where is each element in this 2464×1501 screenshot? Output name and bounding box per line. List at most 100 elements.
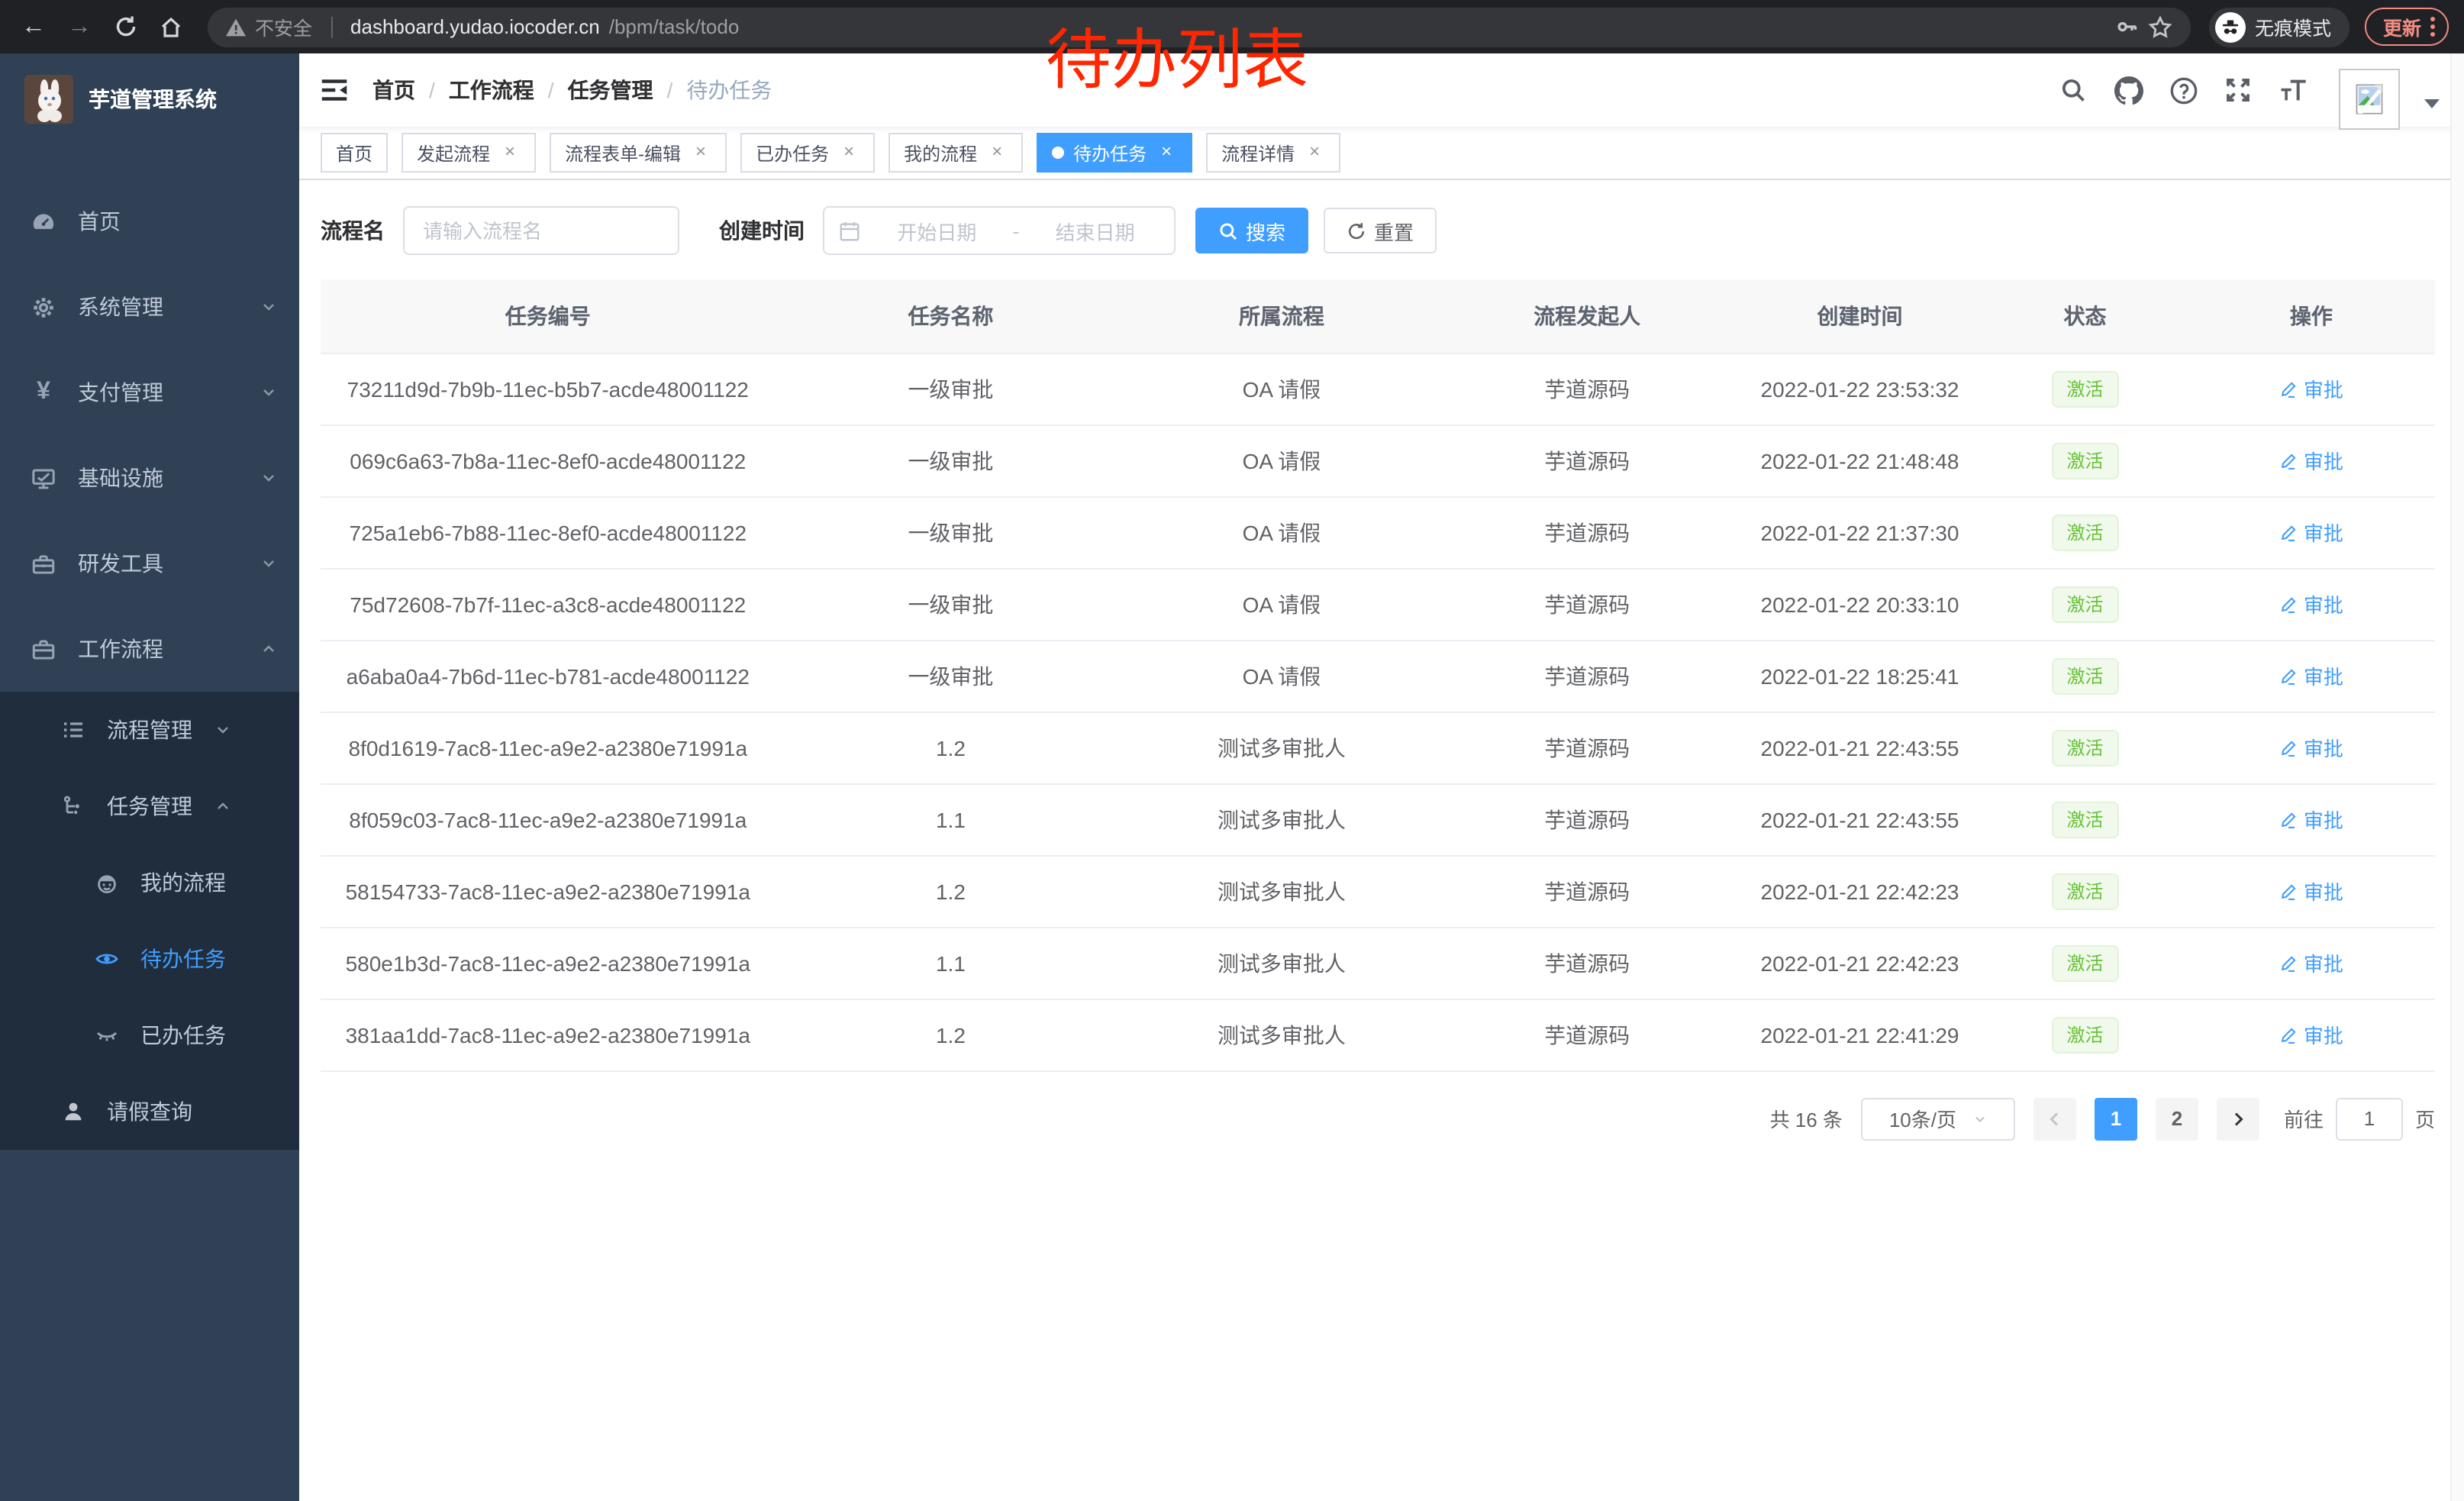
- page-scrollbar[interactable]: [2450, 53, 2464, 1501]
- sidebar-collapse-button[interactable]: [318, 73, 351, 107]
- task-name-cell: 1.2: [775, 999, 1127, 1071]
- task-id-cell: a6aba0a4-7b6d-11ec-b781-acde48001122: [321, 640, 776, 712]
- tab-process-detail[interactable]: 流程详情 ×: [1206, 133, 1341, 173]
- sidebar-item-workflow[interactable]: 工作流程: [0, 606, 299, 692]
- help-icon[interactable]: [2168, 75, 2198, 105]
- sidebar-item-todo-tasks[interactable]: 待办任务: [0, 921, 299, 997]
- sidebar-item-label: 待办任务: [140, 947, 226, 971]
- tab-my-process[interactable]: 我的流程 ×: [889, 133, 1024, 173]
- breadcrumb-home[interactable]: 首页: [373, 78, 415, 102]
- close-icon[interactable]: ×: [1309, 140, 1321, 162]
- task-name-cell: 一级审批: [775, 353, 1127, 425]
- tab-done-tasks[interactable]: 已办任务 ×: [740, 133, 876, 173]
- approve-link[interactable]: 审批: [2279, 589, 2343, 618]
- breadcrumb-workflow[interactable]: 工作流程: [448, 78, 534, 102]
- close-icon[interactable]: ×: [505, 140, 516, 162]
- page-1-button[interactable]: 1: [2094, 1097, 2137, 1140]
- task-name-cell: 1.1: [775, 927, 1127, 999]
- approve-link[interactable]: 审批: [2279, 1020, 2343, 1049]
- sidebar-item-devtools[interactable]: 研发工具: [0, 521, 299, 606]
- process-cell: 测试多审批人: [1126, 712, 1437, 784]
- fullscreen-icon[interactable]: [2223, 75, 2253, 105]
- url-bar[interactable]: 不安全 dashboard.yudao.iocoder.cn/bpm/task/…: [208, 7, 2191, 47]
- url-host: dashboard.yudao.iocoder.cn: [350, 15, 600, 38]
- close-icon[interactable]: ×: [695, 140, 707, 162]
- monitor-icon: [31, 465, 56, 491]
- dashboard-icon: [31, 208, 56, 234]
- bookmark-star-icon[interactable]: [2148, 15, 2172, 39]
- page-2-button[interactable]: 2: [2155, 1097, 2198, 1140]
- tab-process-form-edit[interactable]: 流程表单-编辑 ×: [550, 133, 727, 173]
- process-name-input[interactable]: [403, 206, 679, 255]
- close-icon[interactable]: ×: [1161, 140, 1172, 162]
- approve-link[interactable]: 审批: [2279, 733, 2343, 762]
- password-key-icon[interactable]: [2116, 15, 2139, 38]
- sidebar-item-my-process[interactable]: 我的流程: [0, 844, 299, 921]
- sidebar-item-done-tasks[interactable]: 已办任务: [0, 997, 299, 1073]
- actions-cell: 审批: [2187, 712, 2435, 784]
- approve-link[interactable]: 审批: [2279, 805, 2343, 834]
- task-id-cell: 069c6a63-7b8a-11ec-8ef0-acde48001122: [321, 424, 776, 497]
- sidebar-item-leave-query[interactable]: 请假查询: [0, 1073, 299, 1150]
- github-icon[interactable]: [2113, 75, 2143, 105]
- sidebar-item-label: 基础设施: [78, 466, 163, 490]
- next-page-button[interactable]: [2216, 1097, 2259, 1140]
- goto-page-input[interactable]: [2335, 1097, 2403, 1140]
- sidebar-item-task-management[interactable]: 任务管理: [0, 768, 299, 844]
- sidebar-item-home[interactable]: 首页: [0, 179, 299, 264]
- sidebar-item-payment[interactable]: ¥ 支付管理: [0, 350, 299, 435]
- security-label[interactable]: 不安全: [255, 18, 313, 40]
- task-name-cell: 1.2: [775, 855, 1127, 928]
- reload-button[interactable]: [107, 8, 144, 45]
- sidebar-item-infrastructure[interactable]: 基础设施: [0, 435, 299, 521]
- col-status: 状态: [1982, 279, 2188, 353]
- search-icon[interactable]: [2058, 75, 2088, 105]
- approve-link[interactable]: 审批: [2279, 876, 2343, 905]
- task-name-cell: 一级审批: [775, 424, 1127, 497]
- approve-link[interactable]: 审批: [2279, 948, 2343, 977]
- search-button[interactable]: 搜索: [1195, 208, 1309, 253]
- status-badge: 激活: [2051, 1016, 2119, 1053]
- chevron-down-icon: [1975, 1115, 1984, 1122]
- approve-link[interactable]: 审批: [2279, 518, 2343, 547]
- approve-link[interactable]: 审批: [2279, 446, 2343, 475]
- create-time-cell: 2022-01-21 22:42:23: [1737, 855, 1983, 928]
- gear-icon: [31, 294, 56, 320]
- tab-todo-tasks[interactable]: 待办任务 ×: [1037, 133, 1193, 173]
- sidebar-item-process-management[interactable]: 流程管理: [0, 692, 299, 768]
- app-title: 芋道管理系统: [89, 87, 217, 111]
- incognito-label: 无痕模式: [2254, 18, 2331, 40]
- actions-cell: 审批: [2187, 999, 2435, 1071]
- close-icon[interactable]: ×: [843, 140, 855, 162]
- person-icon: [61, 1099, 85, 1124]
- browser-menu-icon[interactable]: [2430, 17, 2435, 37]
- avatar-dropdown-caret[interactable]: [2424, 98, 2440, 115]
- date-range-picker[interactable]: 开始日期 - 结束日期: [823, 206, 1176, 255]
- close-icon[interactable]: ×: [992, 140, 1003, 162]
- font-size-icon[interactable]: [2278, 75, 2308, 105]
- url-path: /bpm/task/todo: [608, 15, 740, 38]
- home-button[interactable]: [153, 8, 189, 45]
- approve-link[interactable]: 审批: [2279, 374, 2343, 403]
- end-date-placeholder: 结束日期: [1055, 221, 1135, 244]
- user-avatar[interactable]: [2339, 69, 2400, 130]
- app-logo-row[interactable]: 芋道管理系统: [0, 53, 299, 145]
- back-button[interactable]: ←: [21, 13, 46, 39]
- reset-button[interactable]: 重置: [1324, 208, 1437, 253]
- tags-view-bar: 首页 发起流程 × 流程表单-编辑 × 已办任务 × 我的流程 × 待办任务 × 流程详情…: [299, 127, 2464, 180]
- approve-link-label: 审批: [2303, 450, 2343, 473]
- forward-button[interactable]: →: [67, 13, 92, 39]
- tab-home[interactable]: 首页: [321, 133, 389, 173]
- page-size-select[interactable]: 10条/页: [1860, 1097, 2015, 1140]
- breadcrumb-task-management[interactable]: 任务管理: [567, 78, 653, 102]
- process-cell: OA 请假: [1126, 640, 1437, 712]
- approve-link[interactable]: 审批: [2279, 661, 2343, 690]
- sidebar-item-label: 支付管理: [78, 380, 163, 405]
- prev-page-button[interactable]: [2033, 1097, 2076, 1140]
- task-name-cell: 1.2: [775, 712, 1127, 784]
- approve-link-label: 审批: [2303, 953, 2343, 976]
- sidebar-item-system[interactable]: 系统管理: [0, 264, 299, 350]
- status-cell: 激活: [1982, 640, 2188, 712]
- tab-start-process[interactable]: 发起流程 ×: [402, 133, 537, 173]
- browser-update-button[interactable]: 更新: [2364, 8, 2449, 46]
